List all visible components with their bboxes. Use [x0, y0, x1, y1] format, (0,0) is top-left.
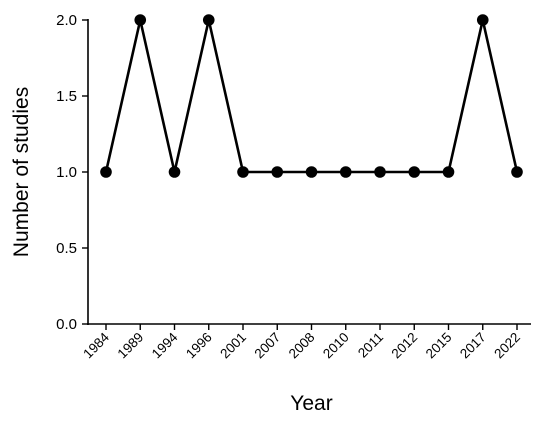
- data-point: [511, 166, 523, 178]
- x-tick-label: 1996: [183, 330, 215, 362]
- x-tick-label: 2011: [355, 330, 386, 361]
- data-point: [442, 166, 455, 178]
- y-tick-label: 1.0: [56, 164, 77, 181]
- data-point: [202, 14, 215, 26]
- x-tick-label: 2015: [423, 330, 455, 362]
- data-point: [374, 166, 386, 178]
- y-tick-label: 1.5: [56, 88, 77, 105]
- x-tick-label: 2007: [252, 330, 284, 362]
- y-tick-label: 0.5: [56, 240, 77, 257]
- data-point: [237, 166, 249, 178]
- data-point: [476, 14, 489, 26]
- y-tick-label: 0.0: [56, 316, 77, 333]
- x-tick-label: 2012: [389, 330, 421, 362]
- data-point: [408, 166, 421, 178]
- data-point: [134, 14, 147, 26]
- data-series: [100, 14, 523, 178]
- x-tick-label: 2017: [457, 330, 489, 362]
- data-point: [168, 166, 181, 178]
- x-tick-label: 1984: [80, 329, 112, 361]
- x-tick-label: 2010: [320, 330, 352, 362]
- data-point: [100, 166, 112, 178]
- x-tick-label: 2001: [217, 330, 249, 362]
- data-point: [339, 166, 352, 178]
- data-point: [305, 166, 318, 178]
- y-axis-title: Number of studies: [10, 87, 33, 257]
- y-tick-label: 2.0: [56, 12, 77, 29]
- series-line: [104, 19, 519, 174]
- x-axis-title: Year: [290, 392, 332, 415]
- y-axis: 0.0 0.5 1.0 1.5 2.0: [56, 12, 89, 333]
- x-tick-label: 1994: [149, 329, 181, 361]
- x-axis: 1984 1989 1994 1996 2001 2007 2008 2010 2011 2012…: [80, 323, 531, 362]
- x-tick-label: 1989: [115, 330, 147, 362]
- x-tick-label: 2022: [491, 330, 523, 362]
- data-point: [271, 166, 284, 178]
- x-tick-label: 2008: [286, 330, 318, 362]
